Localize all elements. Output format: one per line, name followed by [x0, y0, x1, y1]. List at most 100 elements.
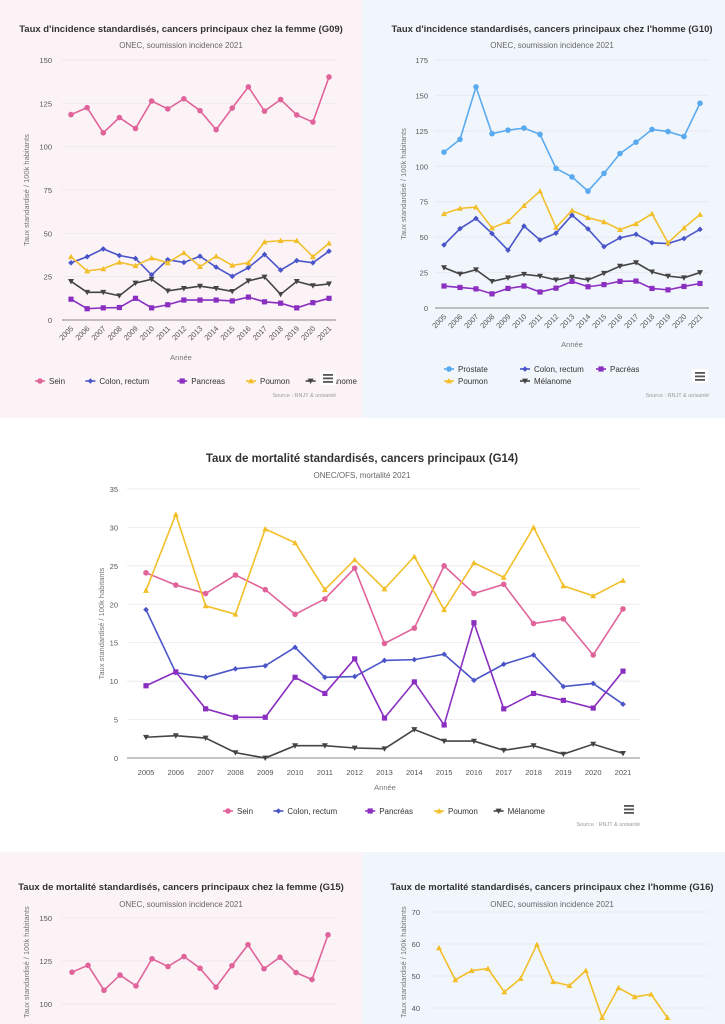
data-point — [530, 690, 537, 697]
legend-item[interactable]: Mélanome — [305, 377, 358, 386]
chart-subtitle-g09: ONEC, soumission incidence 2021 — [119, 41, 243, 50]
data-point — [590, 652, 596, 658]
data-point — [116, 114, 123, 121]
data-point — [633, 260, 639, 266]
data-point — [232, 666, 239, 672]
data-point — [68, 260, 74, 266]
series-line[interactable] — [145, 609, 624, 705]
legend-item[interactable]: Pancreas — [177, 377, 225, 386]
chart-g16: 40 50 60 70 Taux standardisé / 100k habitant… — [399, 906, 709, 1020]
data-point — [84, 306, 90, 312]
series-line[interactable] — [145, 728, 624, 759]
data-point — [143, 734, 149, 741]
data-point — [560, 751, 567, 758]
y-tick-label: 10 — [110, 677, 118, 686]
data-point — [261, 299, 268, 305]
series-Poumon — [441, 188, 703, 246]
legend-item[interactable]: Mélanome — [520, 377, 572, 386]
hamburger-icon — [624, 805, 634, 807]
data-point — [213, 264, 219, 270]
data-point — [213, 286, 220, 292]
data-point — [620, 701, 626, 707]
data-point — [292, 539, 299, 546]
legend-item[interactable]: Colon, rectum — [520, 365, 584, 374]
legend-item[interactable]: Colon, rectum — [85, 377, 150, 386]
data-point — [537, 188, 543, 194]
data-point — [470, 559, 477, 566]
legend-item[interactable]: Pacréas — [596, 365, 639, 374]
series-line[interactable] — [70, 248, 330, 278]
data-point — [164, 106, 171, 112]
data-point — [665, 239, 671, 246]
legend-label: Pancréas — [379, 807, 413, 816]
data-point — [262, 662, 269, 669]
series-line[interactable] — [145, 511, 624, 616]
data-point — [84, 289, 91, 296]
data-point — [213, 126, 219, 133]
data-point — [381, 715, 388, 721]
data-point — [521, 125, 527, 131]
y-axis-title: Taux standardisé / 100k habitants — [22, 906, 31, 1018]
data-point — [560, 616, 567, 622]
legend-item[interactable]: Poumon — [444, 377, 488, 386]
data-point — [590, 680, 596, 687]
data-point — [85, 962, 91, 969]
data-point — [473, 204, 479, 210]
y-tick-label: 25 — [44, 273, 52, 282]
data-point — [310, 300, 316, 306]
data-point — [441, 606, 448, 613]
data-point — [553, 165, 559, 172]
legend-item[interactable]: Poumon — [434, 807, 478, 816]
panel-g09 — [0, 0, 362, 418]
data-point — [229, 298, 235, 304]
data-point — [500, 661, 507, 668]
legend-item[interactable]: Poumon — [246, 377, 290, 386]
data-point — [553, 277, 559, 283]
data-point — [181, 259, 187, 266]
x-tick-label: 2018 — [267, 324, 285, 342]
x-tick-label: 2011 — [317, 768, 333, 777]
y-tick-label: 50 — [420, 233, 428, 242]
data-point — [197, 283, 203, 290]
series-Pacréas — [441, 278, 703, 297]
series-Prostate — [441, 84, 703, 194]
legend-item[interactable]: Sein — [223, 807, 253, 816]
chart-title-g10: Taux d'incidence standardisés, cancers p… — [391, 24, 712, 35]
data-point — [310, 119, 316, 125]
x-tick-label: 2017 — [251, 324, 269, 342]
chart-menu-button[interactable] — [621, 802, 637, 816]
chart-subtitle-g14: ONEC/OFS, mortalité 2021 — [314, 471, 411, 480]
legend-item[interactable]: Mélanome — [493, 807, 546, 816]
data-point — [617, 150, 623, 157]
x-tick-label: 2015 — [590, 312, 608, 330]
legend-label: Pacréas — [610, 365, 639, 374]
chart-menu-button[interactable] — [692, 369, 708, 383]
legend-item[interactable]: Prostate — [444, 365, 488, 374]
legend: Sein Colon, rectum Pancréas Poumon Mélanome — [223, 807, 546, 816]
series-line[interactable] — [71, 934, 329, 992]
series-line[interactable] — [70, 76, 330, 135]
legend-label: Poumon — [260, 377, 290, 386]
data-point — [261, 251, 268, 258]
data-point — [116, 293, 123, 299]
legend-item[interactable]: Sein — [35, 377, 65, 386]
data-point — [132, 295, 139, 301]
legend-label: Prostate — [458, 365, 488, 374]
legend-item[interactable]: Colon, rectum — [273, 807, 338, 816]
data-point — [326, 74, 332, 80]
data-point — [197, 253, 203, 260]
chart-menu-button[interactable] — [320, 371, 336, 385]
data-point — [69, 969, 75, 975]
data-point — [326, 295, 332, 301]
data-point — [213, 297, 219, 303]
data-point — [560, 683, 567, 690]
legend-item[interactable]: Pancréas — [365, 807, 413, 816]
x-tick-label: 2014 — [202, 324, 220, 342]
data-point — [569, 278, 575, 284]
data-point — [550, 978, 557, 985]
data-point — [262, 755, 269, 761]
data-point — [100, 289, 107, 296]
data-point — [665, 273, 671, 280]
data-point — [697, 211, 703, 217]
